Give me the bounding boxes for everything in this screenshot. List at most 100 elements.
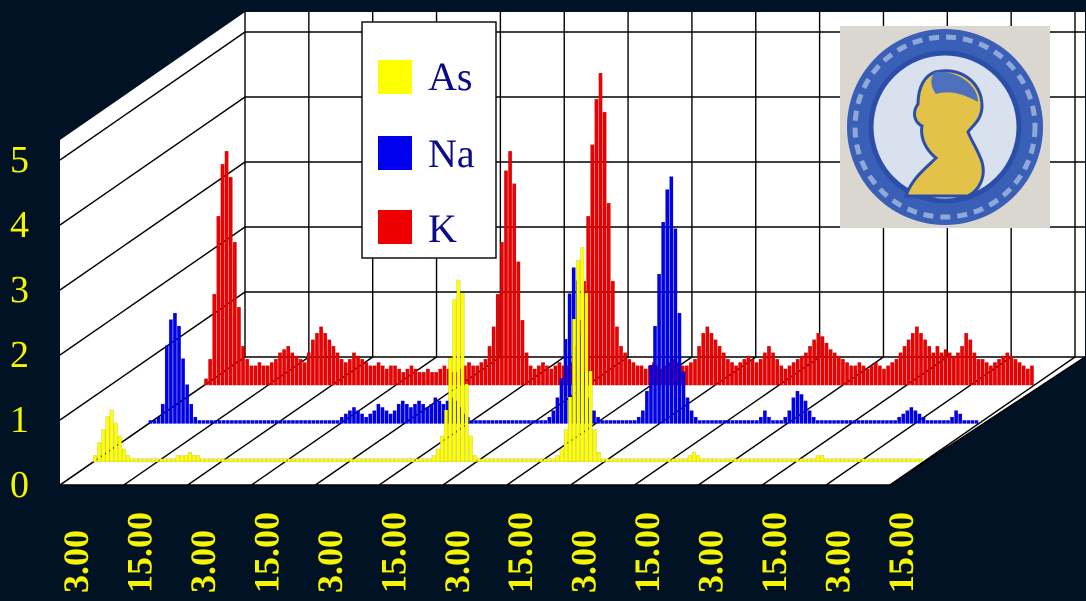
bar-k — [943, 349, 948, 386]
bar-as — [592, 429, 597, 463]
bar-na — [148, 420, 153, 424]
bar-as — [737, 458, 742, 463]
bar-na — [811, 416, 816, 424]
bar-na — [474, 420, 478, 424]
bar-na — [168, 319, 173, 424]
bar-na — [612, 420, 617, 424]
bar-as — [629, 458, 634, 463]
bar-na — [364, 416, 369, 424]
bar-as — [398, 458, 403, 463]
bar-na — [872, 420, 877, 424]
bar-as — [601, 458, 605, 463]
bar-k — [799, 355, 804, 386]
bar-as — [733, 458, 738, 463]
bar-as — [625, 458, 630, 463]
bar-as — [452, 299, 457, 463]
bar-as — [468, 435, 473, 463]
bar-na — [596, 416, 601, 424]
bar-na — [221, 420, 226, 424]
bar-as — [679, 458, 684, 463]
bar-na — [470, 420, 474, 424]
bar-na — [368, 413, 373, 424]
bar-na — [177, 325, 181, 424]
bar-k — [787, 365, 792, 386]
bar-k — [298, 358, 303, 386]
bar-k — [873, 362, 878, 386]
bar-na — [836, 420, 841, 424]
bar-na — [555, 397, 560, 424]
bar-k — [771, 352, 776, 386]
bar-as — [423, 458, 428, 463]
bar-as — [340, 458, 345, 463]
bar-k — [984, 362, 989, 386]
bar-na — [217, 420, 222, 424]
bar-k — [927, 345, 932, 386]
bar-na — [941, 420, 946, 424]
bar-as — [572, 318, 577, 463]
bar-k — [204, 378, 208, 386]
bar-na — [783, 416, 788, 424]
bar-na — [356, 410, 360, 424]
bar-k — [836, 355, 841, 386]
bar-as — [361, 458, 366, 463]
bar-k — [734, 365, 739, 386]
bar-k — [224, 150, 229, 386]
bar-k — [914, 326, 919, 386]
bar-na — [291, 420, 295, 424]
bar-na — [490, 420, 495, 424]
x-tick-label: 15.00 — [373, 512, 413, 593]
bar-as — [427, 458, 432, 463]
bar-as — [729, 458, 733, 463]
y-tick-label: 1 — [10, 399, 29, 441]
bar-k — [725, 358, 730, 386]
bar-as — [815, 455, 820, 463]
bar-as — [163, 458, 168, 463]
bar-as — [332, 458, 337, 463]
bar-k — [491, 326, 496, 386]
bar-as — [212, 458, 217, 463]
grid-line-side — [59, 31, 246, 161]
bar-k — [840, 358, 845, 386]
bar-k — [232, 241, 237, 386]
bar-as — [365, 458, 370, 463]
bar-k — [1021, 365, 1026, 386]
bar-k — [993, 362, 997, 386]
bar-as — [906, 458, 911, 463]
bar-as — [460, 292, 465, 463]
bar-as — [196, 455, 201, 463]
bar-as — [113, 422, 118, 463]
bar-k — [536, 365, 541, 386]
bar-na — [885, 420, 889, 424]
bar-k — [315, 332, 319, 386]
bar-k — [816, 332, 821, 386]
bar-k — [557, 362, 562, 386]
bar-as — [836, 458, 841, 463]
bar-na — [205, 420, 210, 424]
bar-as — [97, 442, 102, 463]
bar-na — [278, 420, 283, 424]
bar-na — [710, 420, 714, 424]
bar-as — [485, 458, 490, 463]
bar-k — [890, 362, 895, 386]
bar-k — [228, 176, 233, 386]
bar-as — [770, 458, 775, 463]
bar-k — [705, 326, 710, 386]
bar-k — [956, 352, 960, 386]
bar-k — [960, 345, 965, 386]
bar-na — [832, 420, 836, 424]
bar-k — [269, 362, 274, 386]
bar-k — [906, 339, 911, 386]
bar-na — [665, 189, 670, 424]
bar-as — [774, 458, 779, 463]
bar-as — [873, 458, 878, 463]
bar-na — [307, 420, 312, 424]
x-tick-label: 15.00 — [500, 512, 540, 593]
bar-na — [295, 420, 299, 424]
bar-na — [600, 420, 605, 424]
bar-na — [478, 420, 483, 424]
grid-line-floor — [889, 356, 1076, 486]
bar-k — [1013, 358, 1018, 386]
plate-rim-inner — [852, 34, 1038, 220]
bar-as — [621, 458, 626, 463]
bar-as — [274, 458, 279, 463]
